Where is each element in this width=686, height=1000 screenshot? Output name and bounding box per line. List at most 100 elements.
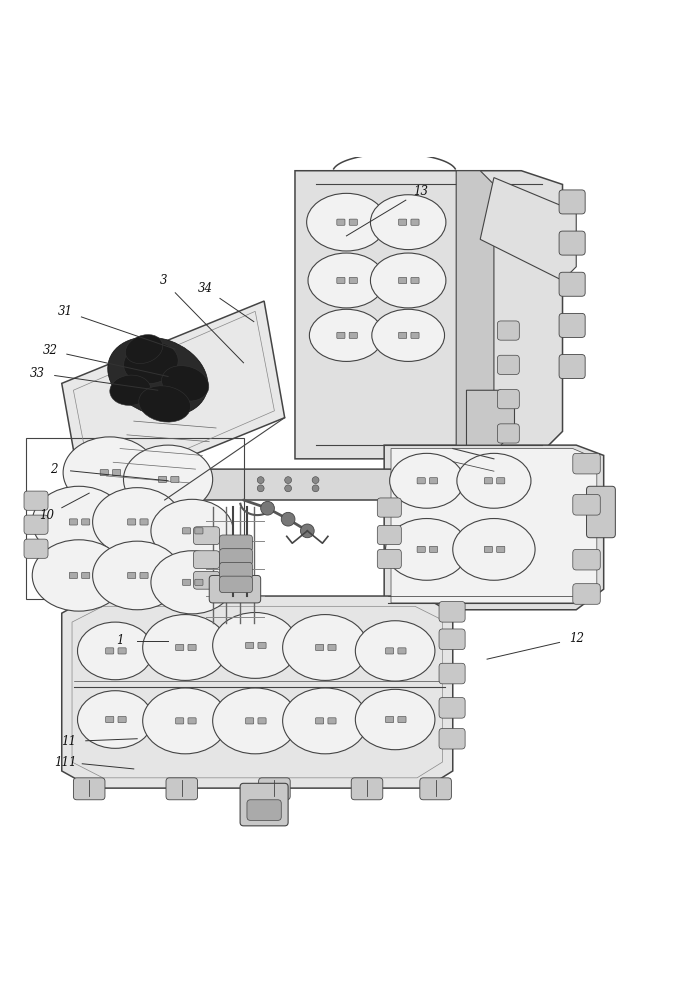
Polygon shape (295, 171, 563, 459)
Polygon shape (151, 469, 453, 500)
FancyBboxPatch shape (195, 579, 203, 585)
FancyBboxPatch shape (316, 718, 324, 724)
FancyBboxPatch shape (559, 313, 585, 337)
FancyBboxPatch shape (240, 783, 288, 826)
FancyBboxPatch shape (429, 478, 438, 484)
FancyBboxPatch shape (176, 718, 184, 724)
Text: 33: 33 (30, 367, 45, 380)
FancyBboxPatch shape (377, 498, 401, 517)
Ellipse shape (355, 689, 435, 750)
FancyBboxPatch shape (258, 642, 266, 649)
FancyBboxPatch shape (82, 572, 90, 579)
FancyBboxPatch shape (439, 698, 465, 718)
FancyBboxPatch shape (420, 778, 451, 800)
FancyBboxPatch shape (246, 718, 254, 724)
FancyBboxPatch shape (386, 716, 394, 723)
FancyBboxPatch shape (377, 549, 401, 569)
FancyBboxPatch shape (220, 562, 252, 579)
FancyBboxPatch shape (559, 231, 585, 255)
FancyBboxPatch shape (497, 390, 519, 409)
FancyBboxPatch shape (399, 219, 407, 225)
Ellipse shape (151, 499, 233, 562)
FancyBboxPatch shape (573, 549, 600, 570)
Circle shape (285, 477, 292, 484)
FancyBboxPatch shape (118, 716, 126, 723)
FancyBboxPatch shape (193, 571, 220, 589)
FancyBboxPatch shape (398, 648, 406, 654)
Circle shape (285, 485, 292, 492)
FancyBboxPatch shape (24, 515, 48, 534)
Text: 12: 12 (569, 632, 584, 645)
Ellipse shape (123, 342, 178, 384)
FancyBboxPatch shape (220, 535, 252, 551)
FancyBboxPatch shape (497, 424, 519, 443)
Ellipse shape (78, 622, 153, 680)
FancyBboxPatch shape (497, 478, 505, 484)
Polygon shape (391, 449, 597, 603)
FancyBboxPatch shape (220, 549, 252, 565)
Text: 31: 31 (58, 305, 73, 318)
FancyBboxPatch shape (140, 519, 148, 525)
FancyBboxPatch shape (573, 495, 600, 515)
Ellipse shape (307, 193, 386, 251)
Circle shape (300, 524, 314, 538)
FancyBboxPatch shape (439, 663, 465, 684)
FancyBboxPatch shape (171, 476, 179, 483)
Ellipse shape (370, 195, 446, 250)
Ellipse shape (32, 540, 126, 611)
Ellipse shape (143, 615, 228, 680)
Ellipse shape (283, 615, 368, 680)
FancyBboxPatch shape (140, 572, 148, 579)
FancyBboxPatch shape (100, 469, 108, 476)
Ellipse shape (309, 309, 383, 361)
Ellipse shape (308, 253, 385, 308)
FancyBboxPatch shape (337, 332, 345, 338)
FancyBboxPatch shape (128, 572, 136, 579)
FancyBboxPatch shape (209, 575, 261, 603)
FancyBboxPatch shape (258, 718, 266, 724)
Ellipse shape (93, 541, 182, 610)
Polygon shape (480, 178, 576, 280)
FancyBboxPatch shape (195, 528, 203, 534)
Text: 3: 3 (160, 274, 167, 287)
FancyBboxPatch shape (328, 644, 336, 651)
FancyBboxPatch shape (417, 546, 425, 552)
FancyBboxPatch shape (188, 718, 196, 724)
FancyBboxPatch shape (193, 551, 220, 569)
Text: 2: 2 (50, 463, 57, 476)
FancyBboxPatch shape (559, 272, 585, 296)
Ellipse shape (108, 337, 208, 416)
Text: 11: 11 (61, 735, 76, 748)
FancyBboxPatch shape (399, 277, 407, 284)
FancyBboxPatch shape (220, 576, 252, 593)
Ellipse shape (390, 453, 464, 508)
Ellipse shape (283, 688, 368, 754)
FancyBboxPatch shape (69, 572, 78, 579)
Circle shape (312, 485, 319, 492)
Circle shape (257, 477, 264, 484)
Ellipse shape (370, 253, 446, 308)
FancyBboxPatch shape (316, 644, 324, 651)
FancyBboxPatch shape (411, 332, 419, 338)
FancyBboxPatch shape (337, 219, 345, 225)
Ellipse shape (162, 366, 209, 401)
FancyBboxPatch shape (188, 644, 196, 651)
FancyBboxPatch shape (113, 469, 121, 476)
FancyBboxPatch shape (128, 519, 136, 525)
FancyBboxPatch shape (349, 332, 357, 338)
Ellipse shape (126, 335, 163, 364)
FancyBboxPatch shape (429, 546, 438, 552)
Ellipse shape (78, 691, 153, 748)
Circle shape (312, 477, 319, 484)
FancyBboxPatch shape (182, 579, 191, 585)
FancyBboxPatch shape (73, 778, 105, 800)
FancyBboxPatch shape (411, 277, 419, 284)
FancyBboxPatch shape (497, 546, 505, 552)
Circle shape (257, 485, 264, 492)
Ellipse shape (453, 519, 535, 580)
FancyBboxPatch shape (559, 190, 585, 214)
Ellipse shape (213, 688, 298, 754)
FancyBboxPatch shape (166, 778, 198, 800)
FancyBboxPatch shape (351, 778, 383, 800)
FancyBboxPatch shape (573, 584, 600, 604)
